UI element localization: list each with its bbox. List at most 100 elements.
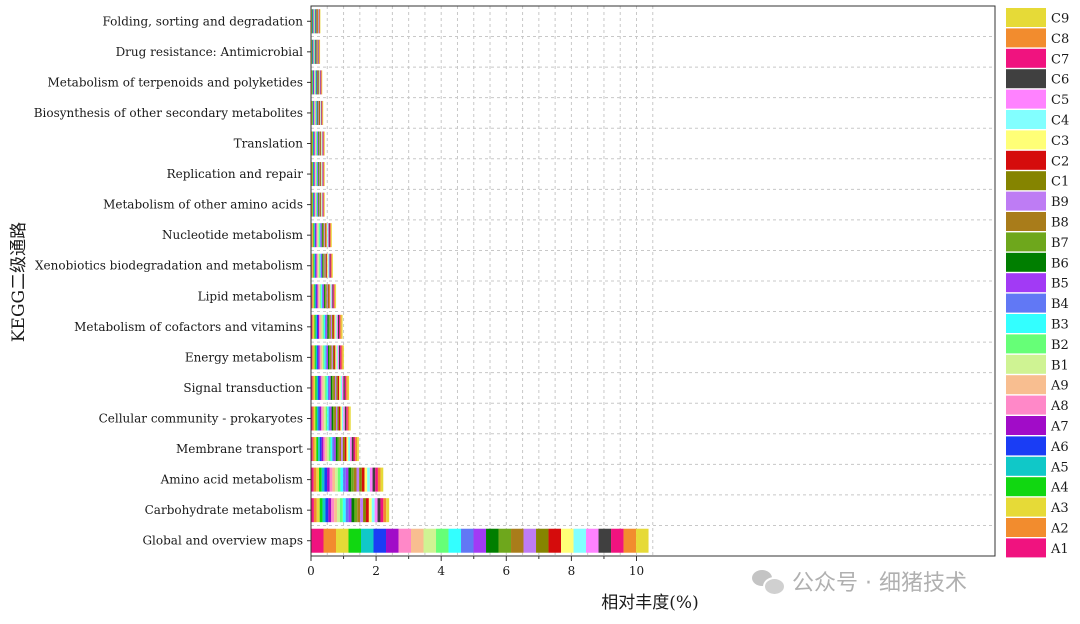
bar-segment-c6 bbox=[339, 345, 341, 370]
legend-label: B9 bbox=[1051, 195, 1069, 210]
bar-segment-c1 bbox=[320, 131, 321, 156]
bar-segment-a8 bbox=[313, 70, 315, 95]
category-label: Replication and repair bbox=[167, 167, 304, 181]
bar-segment-c6 bbox=[328, 223, 330, 248]
bar-segment-a6 bbox=[313, 192, 315, 217]
bar-segment-b9 bbox=[324, 253, 326, 278]
bar-segment-a6 bbox=[313, 162, 315, 187]
bar-segment-c6 bbox=[318, 39, 320, 64]
bar-segment-a8 bbox=[321, 406, 323, 431]
bar-segment-a7 bbox=[313, 9, 314, 34]
bar-segment-a1 bbox=[311, 375, 313, 400]
bar-segment-c7 bbox=[329, 223, 331, 248]
bar-segment-c4 bbox=[321, 131, 323, 156]
bar-segment-a5 bbox=[313, 162, 314, 187]
x-tick-labels: 0 2 4 6 8 10 bbox=[307, 564, 644, 578]
wechat-icon bbox=[750, 566, 786, 596]
bar-segment-c2 bbox=[318, 70, 320, 95]
bar-segment-c5 bbox=[318, 39, 319, 64]
bar-segment-b6 bbox=[351, 498, 355, 523]
bar-segment-b8 bbox=[318, 100, 319, 125]
bar-segment-b2 bbox=[328, 437, 331, 462]
bar-segment-a2 bbox=[311, 70, 313, 95]
bar-segment-b1 bbox=[314, 9, 315, 34]
category-label: Biosynthesis of other secondary metaboli… bbox=[34, 106, 303, 120]
bar-segment-a3 bbox=[313, 375, 316, 400]
bar-segment-c7 bbox=[320, 70, 322, 95]
bar-segment-b3 bbox=[315, 100, 317, 125]
bar-segment-a9 bbox=[317, 223, 318, 248]
bar-segment-c6 bbox=[344, 406, 347, 431]
bar-segment-a7 bbox=[314, 192, 315, 217]
bar-segment-c5 bbox=[322, 162, 323, 187]
bar-segment-a9 bbox=[314, 100, 316, 125]
legend-swatch-c3 bbox=[1006, 130, 1046, 150]
bar-segment-b4 bbox=[332, 437, 335, 462]
bar-segment-c5 bbox=[342, 375, 344, 400]
legend-swatch-c9 bbox=[1006, 8, 1046, 27]
bar-segment-a3 bbox=[312, 192, 313, 217]
bar-segment-b4 bbox=[317, 162, 318, 187]
bar-segment-a1 bbox=[311, 528, 324, 553]
bar-segment-c1 bbox=[319, 100, 320, 125]
bar-segment-b9 bbox=[331, 345, 333, 370]
bar-segment-c3 bbox=[317, 39, 319, 64]
bar-segment-b3 bbox=[319, 253, 321, 278]
bar-segment-c2 bbox=[319, 100, 321, 125]
bar-segment-a7 bbox=[315, 223, 317, 248]
bar-segment-a7 bbox=[327, 467, 330, 492]
legend-label: A3 bbox=[1050, 501, 1069, 516]
bar-segment-c7 bbox=[333, 284, 335, 309]
bar-segment-a6 bbox=[317, 345, 319, 370]
bar-segment-b5 bbox=[315, 9, 316, 34]
bar-segment-a9 bbox=[318, 284, 320, 309]
bar-segment-a4 bbox=[312, 70, 313, 95]
bar-segment-c9 bbox=[347, 375, 350, 400]
bar-segment-a4 bbox=[313, 284, 315, 309]
bar-segment-c9 bbox=[319, 9, 321, 34]
legend-swatch-b4 bbox=[1006, 293, 1046, 313]
bar-segment-b5 bbox=[326, 314, 328, 339]
bar-segment-a1 bbox=[311, 406, 313, 431]
watermark-text: 公众号 · 细猪技术 bbox=[792, 571, 967, 596]
bar-segment-a6 bbox=[313, 100, 314, 125]
bar-segment-b7 bbox=[322, 223, 324, 248]
bar-segment-c2 bbox=[325, 223, 327, 248]
bar-segment-a8 bbox=[314, 162, 316, 187]
bar-segment-a5 bbox=[318, 437, 320, 462]
bar-segment-b1 bbox=[313, 39, 315, 64]
bar-segment-b6 bbox=[315, 9, 317, 34]
bar-segment-b6 bbox=[323, 284, 325, 309]
bar-segment-c5 bbox=[322, 131, 323, 156]
legend-swatch-b1 bbox=[1006, 354, 1046, 374]
bar-segment-b1 bbox=[315, 131, 317, 156]
bar-segment-c1 bbox=[342, 437, 345, 462]
legend: C9 C8 C7 C6 C5 C4 C3 C2 C1 B9 B8 B7 B6 B5 B4 B3 B2 B1 A9 A8… bbox=[1006, 8, 1069, 558]
bar-segment-c6 bbox=[322, 162, 324, 187]
bar-segment-a2 bbox=[313, 498, 317, 523]
bar-segment-c4 bbox=[319, 70, 321, 95]
bar-segment-a8 bbox=[398, 528, 412, 553]
bar-segment-a2 bbox=[311, 223, 313, 248]
bar-segment-a9 bbox=[320, 345, 322, 370]
bar-segment-b8 bbox=[511, 528, 524, 553]
bar-segment-c8 bbox=[383, 498, 387, 523]
bar-segment-b3 bbox=[314, 9, 316, 34]
bar-segment-c2 bbox=[334, 345, 336, 370]
bar-segment-a4 bbox=[314, 345, 316, 370]
bar-segment-c9 bbox=[322, 100, 324, 125]
bar-segment-b6 bbox=[318, 162, 319, 187]
bar-segment-a5 bbox=[316, 375, 319, 400]
bar-segment-a2 bbox=[311, 131, 313, 156]
bar-segment-a6 bbox=[316, 314, 319, 339]
bar-segment-a3 bbox=[312, 162, 313, 187]
bar-segment-c7 bbox=[339, 314, 341, 339]
bar-segment-b2 bbox=[436, 528, 449, 553]
bar-segment-b4 bbox=[325, 314, 327, 339]
bar-segment-b7 bbox=[328, 314, 330, 339]
bar-segment-b5 bbox=[323, 284, 324, 309]
bar-segment-a5 bbox=[313, 192, 314, 217]
legend-label: C7 bbox=[1051, 52, 1069, 67]
bar-segment-a5 bbox=[316, 406, 319, 431]
bar-segment-b9 bbox=[326, 284, 328, 309]
